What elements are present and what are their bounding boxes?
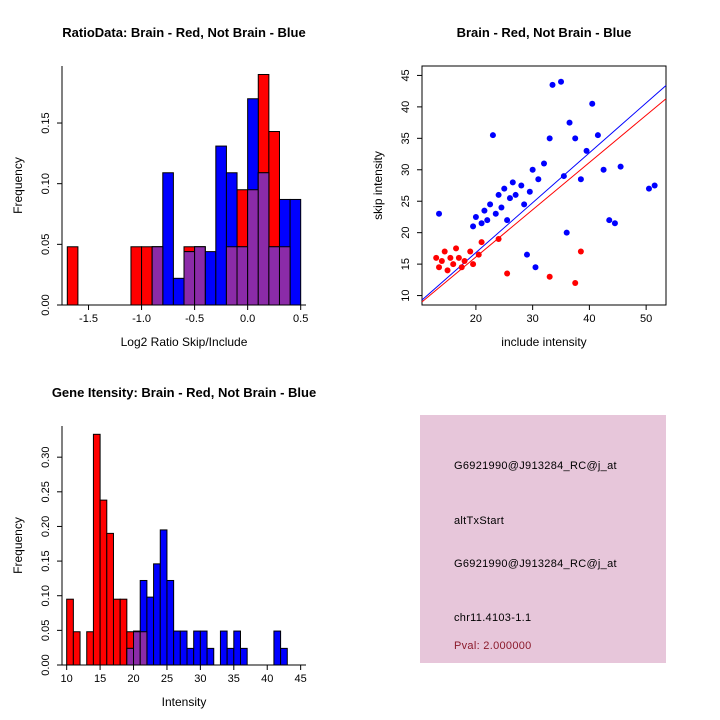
brain-red-points [433, 235, 584, 286]
svg-text:25: 25 [161, 673, 173, 685]
histogram-bars [66, 433, 288, 666]
x-axis-label: include intensity [501, 335, 586, 349]
gene-intensity-histogram-chart: 10 15 20 25 30 35 40 45 0.00 0.05 0.10 0.15 0.20 0.25… [11, 426, 307, 709]
svg-text:30: 30 [527, 313, 539, 325]
svg-text:0.0: 0.0 [240, 313, 255, 325]
axis-tick-labels: 20 30 40 50 10 15 20 25 30 35 40 45 include intensit… [371, 69, 652, 349]
ratio-histogram-chart: -1.5 -1.0 -0.5 0.0 0.5 0.00 0.05 0.10 0.15 Log2 R… [11, 66, 308, 349]
locus-id-text: chr11.4103-1.1 [454, 612, 532, 624]
plot-box [421, 65, 667, 306]
svg-text:-1.5: -1.5 [79, 313, 98, 325]
overlap-bars [151, 172, 291, 306]
svg-text:35: 35 [228, 673, 240, 685]
svg-text:20: 20 [470, 313, 482, 325]
svg-text:0.15: 0.15 [40, 112, 52, 133]
axes [57, 66, 306, 310]
x-axis-label: Intensity [162, 695, 207, 709]
svg-text:25: 25 [400, 195, 412, 207]
gene-intensity-histogram-title: Gene Itensity: Brain - Red, Not Brain - … [51, 385, 317, 400]
info-panel: G6921990@J913284_RC@j_at altTxStart G692… [360, 360, 720, 720]
svg-text:40: 40 [261, 673, 273, 685]
svg-text:0.00: 0.00 [40, 654, 52, 675]
histogram-bars [66, 73, 302, 306]
svg-text:0.00: 0.00 [40, 294, 52, 315]
red-diagonal-line [421, 98, 667, 303]
svg-text:10: 10 [400, 289, 412, 301]
svg-text:0.10: 0.10 [40, 173, 52, 194]
red-bars [66, 433, 148, 666]
svg-text:0.05: 0.05 [40, 234, 52, 255]
svg-text:0.05: 0.05 [40, 620, 52, 641]
intensity-scatter-title: Brain - Red, Not Brain - Blue [456, 25, 632, 40]
intensity-scatter-panel: Brain - Red, Not Brain - Blue 20 30 40 50 10… [360, 0, 720, 360]
x-axis-label: Log2 Ratio Skip/Include [121, 335, 248, 349]
svg-text:10: 10 [61, 673, 73, 685]
svg-text:0.25: 0.25 [40, 481, 52, 502]
svg-text:15: 15 [400, 258, 412, 270]
svg-text:0.15: 0.15 [40, 550, 52, 571]
event-type-text: altTxStart [454, 515, 505, 527]
axes [57, 426, 306, 670]
svg-text:50: 50 [640, 313, 652, 325]
gene-info-box: G6921990@J913284_RC@j_at altTxStart G692… [420, 415, 666, 663]
y-axis-label: skip intensity [371, 151, 385, 220]
probe-id-text-2: G6921990@J913284_RC@j_at [454, 558, 617, 570]
svg-text:0.30: 0.30 [40, 446, 52, 467]
not-brain-blue-points [436, 78, 658, 271]
svg-text:35: 35 [400, 132, 412, 144]
svg-text:0.5: 0.5 [293, 313, 308, 325]
pval-text: Pval: 2.000000 [454, 640, 532, 652]
svg-text:0.10: 0.10 [40, 585, 52, 606]
blue-diagonal-line [421, 85, 667, 301]
ratio-histogram-panel: RatioData: Brain - Red, Not Brain - Blue… [0, 0, 360, 360]
svg-text:45: 45 [400, 69, 412, 81]
svg-text:30: 30 [194, 673, 206, 685]
svg-text:20: 20 [400, 227, 412, 239]
ratio-histogram-title: RatioData: Brain - Red, Not Brain - Blue [62, 25, 306, 40]
axes [417, 74, 647, 310]
svg-text:45: 45 [295, 673, 307, 685]
svg-text:15: 15 [94, 673, 106, 685]
svg-text:20: 20 [127, 673, 139, 685]
svg-text:40: 40 [400, 101, 412, 113]
blue-bars [126, 529, 288, 666]
svg-text:0.20: 0.20 [40, 516, 52, 537]
probe-id-text: G6921990@J913284_RC@j_at [454, 460, 617, 472]
svg-text:40: 40 [583, 313, 595, 325]
axis-tick-labels: -1.5 -1.0 -0.5 0.0 0.5 0.00 0.05 0.10 0.15 Log2 R… [11, 112, 308, 349]
gene-intensity-histogram-panel: Gene Itensity: Brain - Red, Not Brain - … [0, 360, 360, 720]
axis-tick-labels: 10 15 20 25 30 35 40 45 0.00 0.05 0.10 0.15 0.20 0.25… [11, 446, 307, 709]
y-axis-label: Frequency [11, 157, 25, 214]
y-axis-label: Frequency [11, 517, 25, 574]
svg-text:-0.5: -0.5 [185, 313, 204, 325]
svg-text:30: 30 [400, 164, 412, 176]
svg-text:-1.0: -1.0 [132, 313, 151, 325]
intensity-scatter-chart: 20 30 40 50 10 15 20 25 30 35 40 45 include intensit… [371, 65, 667, 349]
